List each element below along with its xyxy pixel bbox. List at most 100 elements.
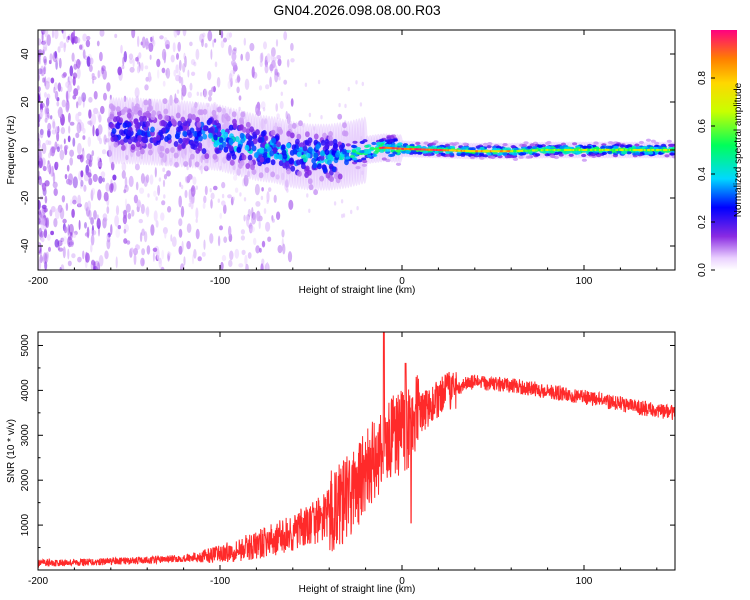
heatmap-cell [160,119,166,126]
heatmap-cell [38,259,41,270]
heatmap-cell [124,176,128,189]
heatmap-cell [280,91,283,97]
heatmap-cell [134,122,140,129]
heatmap-cell [553,151,560,156]
heatmap-cell [102,177,105,183]
heatmap-cell [313,189,318,196]
heatmap-cell [290,42,294,51]
heatmap-cell [359,150,365,154]
heatmap-cell [483,154,489,158]
heatmap-cell [510,154,516,159]
heatmap-cell [157,69,160,79]
heatmap-cell [195,147,201,154]
heatmap-cell [351,149,357,153]
heatmap-cell [208,132,213,139]
heatmap-cell [115,256,118,269]
heatmap-cell [228,259,233,267]
heatmap-cell [164,229,167,239]
heatmap-cell [201,148,207,155]
heatmap-cell [220,40,225,49]
heatmap-cell [338,102,341,108]
heatmap-cell [40,256,44,261]
heatmap-cell [123,228,127,234]
heatmap-cell [275,174,280,180]
heatmap-cell [138,218,143,224]
heatmap-cell [277,72,280,77]
heatmap-cell [345,156,351,160]
heatmap-cell [201,251,206,257]
snr-x-label: Height of straight line (km) [299,584,416,595]
heatmap-cell [236,146,242,153]
heatmap-cell [275,103,279,112]
x-tick-label: 0 [399,276,405,287]
heatmap-cell [305,152,311,159]
heatmap-cell [170,234,173,242]
heatmap-cell [268,187,272,193]
heatmap-cell [199,92,203,97]
heatmap-cell [245,163,251,169]
heatmap-cell [124,184,129,193]
heatmap-cell [184,176,188,181]
heatmap-cell [529,143,536,147]
x-tick-label: 100 [576,276,593,287]
heatmap-cell [109,94,112,100]
heatmap-cell [360,136,363,141]
heatmap-cell [202,108,208,115]
heatmap-cell [169,157,172,163]
heatmap-cell [90,244,93,253]
heatmap-cell [198,166,202,171]
heatmap-cell [162,80,166,87]
heatmap-cell [38,209,41,216]
heatmap-cell [167,251,171,261]
heatmap-cell [59,149,65,161]
heatmap-cell [192,105,196,117]
heatmap-cell [324,143,330,150]
heatmap-cell [290,58,295,63]
colorbar-gradient [711,30,737,270]
heatmap-cell [103,191,109,202]
heatmap-cell [170,129,173,134]
heatmap-cell [209,188,212,193]
heatmap-cell [44,117,48,123]
heatmap-cell [363,150,370,154]
heatmap-cell [117,225,122,230]
heatmap-cell [84,222,87,229]
heatmap-cell [190,59,196,66]
heatmap-cell [160,266,165,270]
heatmap-cell [296,151,302,158]
heatmap-cell [385,139,391,143]
heatmap-cell [195,185,198,190]
heatmap-cell [90,189,94,201]
heatmap-cell [254,183,260,196]
heatmap-cell [86,226,90,239]
heatmap-cell [241,249,246,256]
heatmap-cell [105,234,110,241]
heatmap-cell [136,150,141,157]
heatmap-cell [227,80,232,90]
heatmap-cell [210,192,215,200]
heatmap-cell [610,141,616,145]
heatmap-cell [147,98,152,108]
heatmap-cell [527,145,533,149]
heatmap-cell [352,157,358,161]
heatmap-cell [78,219,81,231]
heatmap-cell [207,117,213,124]
heatmap-cell [91,150,95,157]
heatmap-cell [178,195,182,208]
heatmap-cell [227,194,232,199]
heatmap-cell [41,68,45,77]
heatmap-cell [297,170,302,177]
heatmap-cell [184,55,187,68]
heatmap-cell [149,76,152,81]
heatmap-cell [245,133,251,140]
heatmap-cell [235,78,238,84]
heatmap-cell [320,115,323,120]
heatmap-cell [106,238,111,250]
heatmap-cell [97,189,102,201]
heatmap-cell [266,261,269,270]
heatmap-cell [596,153,602,158]
heatmap-cell [143,99,149,106]
heatmap-cell [44,195,48,204]
heatmap-cell [361,170,364,175]
heatmap-cell [290,165,296,172]
